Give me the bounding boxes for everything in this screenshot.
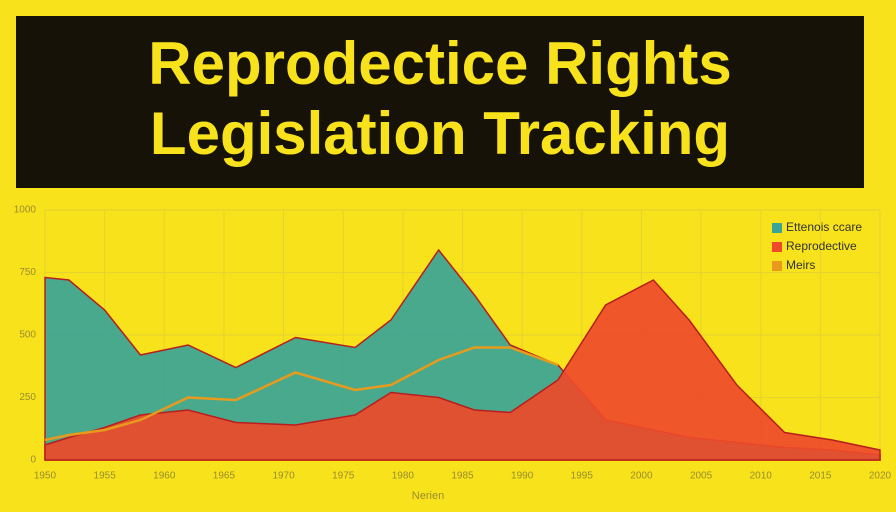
legend-label: Reprodective — [786, 239, 857, 253]
x-tick-label: 1970 — [272, 471, 295, 482]
x-tick-label: 1955 — [94, 471, 117, 482]
x-tick-label: 1985 — [451, 471, 474, 482]
chart-title: Reprodectice Rights — [148, 30, 731, 97]
x-tick-label: 2000 — [630, 471, 653, 482]
area — [44, 279, 881, 461]
legend-swatch — [772, 223, 782, 233]
x-tick-label: 1980 — [392, 471, 415, 482]
y-tick-label: 0 — [30, 455, 36, 466]
legend-swatch — [772, 261, 782, 271]
x-tick-label: 2015 — [809, 471, 832, 482]
line — [44, 346, 559, 442]
x-tick-label: 1995 — [571, 471, 594, 482]
y-tick-label: 750 — [19, 267, 36, 278]
x-tick-label: 1990 — [511, 471, 534, 482]
legend-label: Ettenois ccare — [786, 220, 862, 234]
x-tick-label: 1950 — [34, 471, 57, 482]
x-tick-label: 2020 — [869, 471, 892, 482]
x-axis-label: Nerien — [412, 490, 444, 502]
chart-title: Legislation Tracking — [150, 100, 730, 167]
legend-label: Meirs — [786, 258, 815, 272]
legend-swatch — [772, 242, 782, 252]
x-tick-label: 2005 — [690, 471, 713, 482]
y-tick-label: 1000 — [14, 205, 37, 216]
x-tick-label: 1960 — [153, 471, 176, 482]
x-tick-label: 1975 — [332, 471, 355, 482]
y-tick-label: 250 — [19, 392, 36, 403]
y-tick-label: 500 — [19, 330, 36, 341]
title-box — [16, 16, 864, 188]
x-tick-label: 1965 — [213, 471, 236, 482]
x-tick-label: 2010 — [750, 471, 773, 482]
